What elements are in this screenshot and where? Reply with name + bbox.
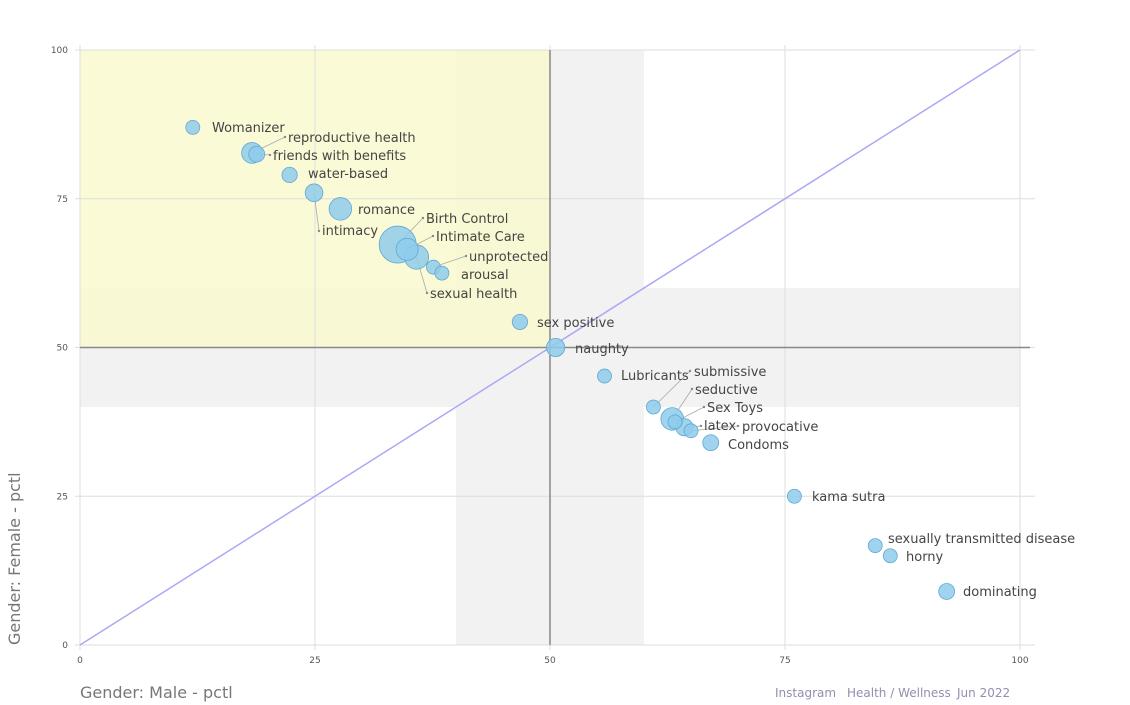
leader-dot	[464, 254, 468, 258]
label-water-based: water-based	[308, 167, 388, 182]
x-tick-label: 50	[544, 656, 556, 666]
leader-dot	[688, 369, 692, 373]
point-horny	[882, 548, 898, 564]
point-naughty	[546, 337, 566, 358]
footer-category: Health / Wellness	[847, 686, 951, 700]
label-womanizer: Womanizer	[212, 121, 285, 136]
y-tick-label: 0	[62, 641, 68, 651]
point-sex-positive	[511, 313, 528, 330]
leader-dot	[736, 424, 740, 428]
label-kama-sutra: kama sutra	[812, 490, 885, 505]
point-lubricants	[597, 368, 612, 384]
label-intimate-care: Intimate Care	[436, 230, 525, 245]
footer-platform: Instagram	[775, 686, 836, 700]
point-water-based	[281, 166, 298, 184]
leader-dot	[425, 291, 429, 295]
point-dominating	[938, 583, 956, 600]
axis-ticks: 0 25 50 75 100 0 25 50 75 100	[51, 46, 1029, 666]
label-birth-control: Birth Control	[426, 212, 508, 227]
x-tick-label: 100	[1011, 656, 1028, 666]
point-kama-sutra	[787, 488, 802, 504]
footer-date: Jun 2022	[956, 686, 1010, 700]
label-provocative: provocative	[742, 420, 818, 435]
label-sexually-transmitted-disease: sexually transmitted disease	[888, 532, 1075, 547]
label-sex-toys: Sex Toys	[707, 401, 763, 416]
label-arousal: arousal	[461, 268, 509, 283]
leader-dot	[690, 387, 694, 391]
leader-dot	[268, 153, 272, 157]
label-condoms: Condoms	[728, 438, 789, 453]
leader-dot	[702, 405, 706, 409]
point-romance	[328, 197, 353, 221]
y-axis-title: Gender: Female - pctl	[5, 472, 24, 645]
point-provocative	[683, 423, 699, 439]
data-points	[185, 119, 956, 600]
x-axis-title: Gender: Male - pctl	[80, 683, 233, 702]
y-tick-label: 75	[57, 195, 68, 205]
leader-dot	[317, 229, 321, 233]
label-unprotected: unprotected	[469, 250, 548, 265]
y-tick-label: 50	[57, 344, 69, 354]
leader-dot	[421, 216, 425, 220]
label-lubricants: Lubricants	[621, 369, 689, 384]
label-dominating: dominating	[963, 585, 1037, 600]
point-intimate-care	[395, 237, 419, 261]
x-tick-label: 75	[779, 656, 790, 666]
leader-line	[653, 370, 691, 408]
y-tick-label: 100	[51, 46, 68, 56]
point-friends-with-benefits	[248, 145, 266, 163]
leader-dot	[699, 424, 703, 428]
label-horny: horny	[906, 550, 944, 565]
point-sexually-transmitted-disease	[867, 538, 883, 554]
leader-dot	[283, 135, 287, 139]
leader-dot	[431, 234, 435, 238]
point-intimacy	[304, 183, 324, 203]
point-arousal	[434, 265, 450, 281]
point-sex-toys	[667, 414, 683, 430]
label-seductive: seductive	[695, 383, 758, 398]
x-tick-label: 25	[309, 656, 320, 666]
point-submissive	[646, 399, 661, 415]
label-reproductive-health: reproductive health	[288, 131, 416, 146]
x-tick-label: 0	[77, 656, 83, 666]
point-womanizer	[185, 119, 201, 135]
label-submissive: submissive	[694, 365, 766, 380]
label-naughty: naughty	[575, 342, 629, 357]
label-sexual-health: sexual health	[430, 287, 517, 302]
label-sex-positive: sex positive	[537, 316, 614, 331]
label-intimacy: intimacy	[322, 224, 378, 239]
label-latex: latex	[704, 419, 736, 434]
y-tick-label: 25	[57, 492, 68, 502]
leader-line	[690, 425, 739, 432]
label-friends-with-benefits: friends with benefits	[273, 149, 406, 164]
label-romance: romance	[358, 203, 415, 218]
point-condoms	[702, 434, 720, 452]
